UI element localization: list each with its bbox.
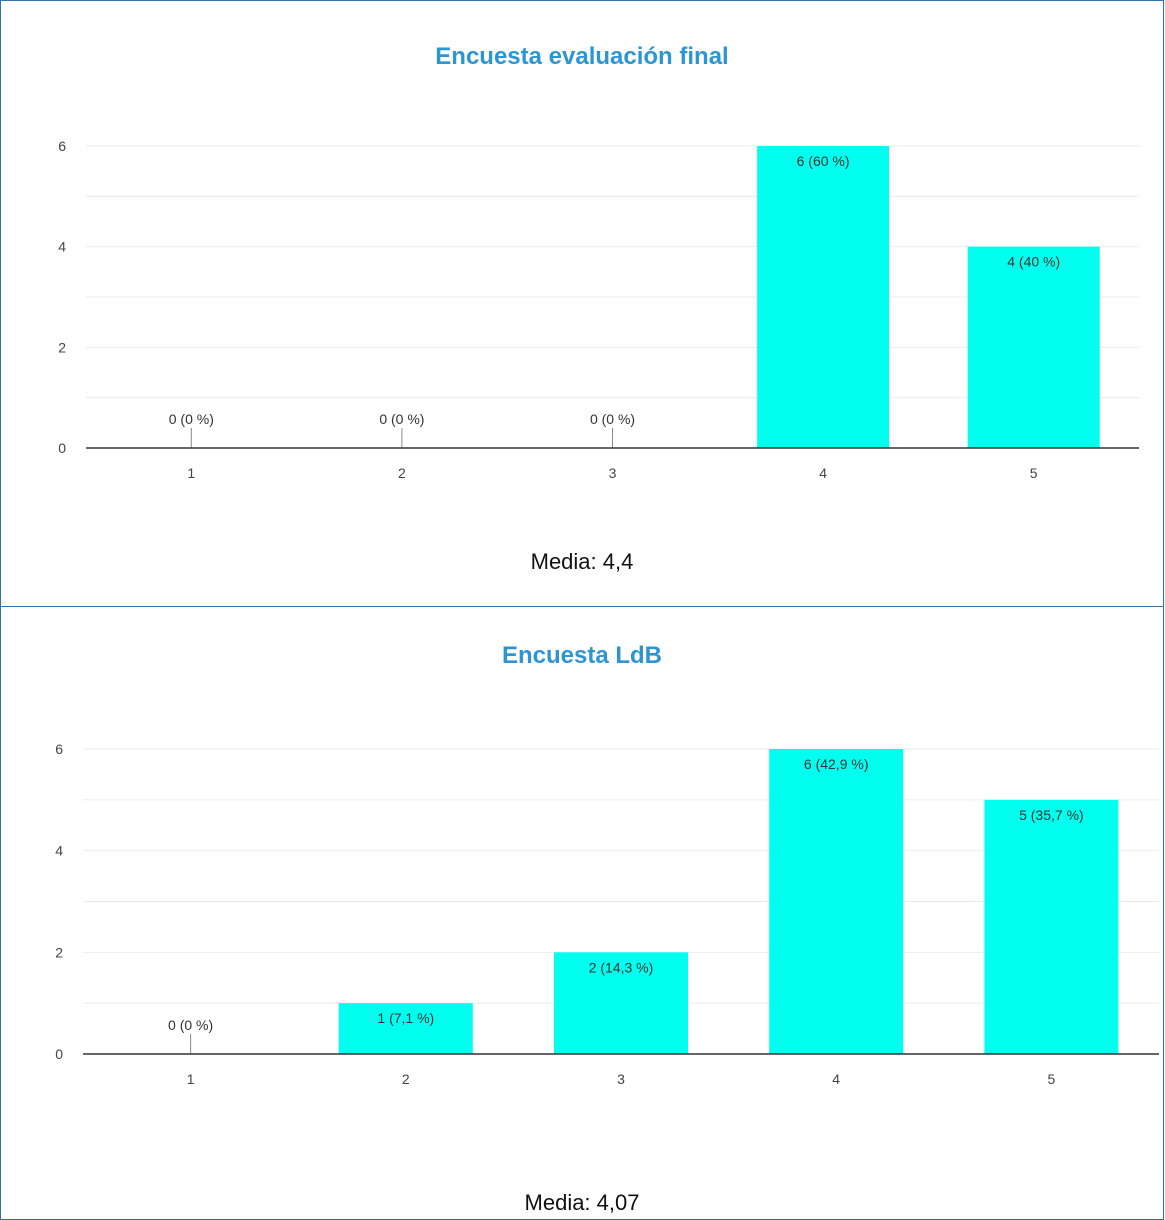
bar (967, 246, 1100, 448)
chart-panel-evaluacion-final: Encuesta evaluación final 0 2 4 6 0 (0 %) 1 0 … (0, 0, 1164, 607)
x-tick-label: 2 (402, 1071, 410, 1087)
bar-value-label: 0 (0 %) (169, 411, 214, 427)
bar-value-label: 6 (60 %) (797, 153, 850, 169)
bar-value-label: 0 (0 %) (168, 1017, 213, 1033)
chart-title: Encuesta LdB (501, 642, 663, 669)
x-tick-label: 4 (832, 1071, 840, 1087)
bar-value-label: 4 (40 %) (1007, 254, 1060, 270)
x-tick-label: 5 (1048, 1071, 1056, 1087)
chart-title: Encuesta evaluación final (435, 43, 729, 70)
bar (769, 749, 904, 1054)
bar-value-label: 5 (35,7 %) (1019, 807, 1084, 823)
x-tick-label: 1 (187, 465, 195, 481)
bar (757, 146, 890, 448)
bar (554, 952, 688, 1054)
y-tick-label: 6 (58, 138, 66, 154)
chart-panel-ldb: Encuesta LdB 0 2 4 6 0 (0 %) 1 1 (7,1 %) 2 2 (14… (0, 606, 1164, 1220)
bar (984, 799, 1119, 1054)
bar-chart-ldb: 0 2 4 6 0 (0 %) 1 1 (7,1 %) 2 2 (14,3 %) 3 6 (42,9… (55, 741, 1159, 1087)
y-tick-label: 4 (55, 843, 63, 859)
y-tick-label: 4 (58, 239, 66, 255)
bar-value-label: 6 (42,9 %) (804, 756, 869, 772)
media-value: Media: 4,07 (524, 1190, 640, 1215)
bar (338, 1003, 473, 1054)
bar-value-label: 1 (7,1 %) (377, 1010, 434, 1026)
x-tick-label: 1 (187, 1071, 195, 1087)
y-tick-label: 0 (55, 1046, 63, 1062)
x-tick-label: 3 (609, 465, 617, 481)
x-tick-label: 3 (617, 1071, 625, 1087)
x-tick-label: 4 (819, 465, 827, 481)
bar-value-label: 0 (0 %) (379, 411, 424, 427)
bar-chart-evaluacion-final: 0 2 4 6 0 (0 %) 1 0 (0 %) 2 0 (0 %) 3 6 (60 %) 4 4 (… (58, 138, 1139, 481)
bar-value-label: 0 (0 %) (590, 411, 635, 427)
y-tick-label: 2 (55, 944, 63, 960)
x-tick-label: 5 (1030, 465, 1038, 481)
y-tick-label: 0 (58, 440, 66, 456)
media-value: Media: 4,4 (530, 549, 634, 574)
bar-value-label: 2 (14,3 %) (589, 959, 654, 975)
y-tick-label: 2 (58, 339, 66, 355)
x-tick-label: 2 (398, 465, 406, 481)
y-tick-label: 6 (55, 741, 63, 757)
